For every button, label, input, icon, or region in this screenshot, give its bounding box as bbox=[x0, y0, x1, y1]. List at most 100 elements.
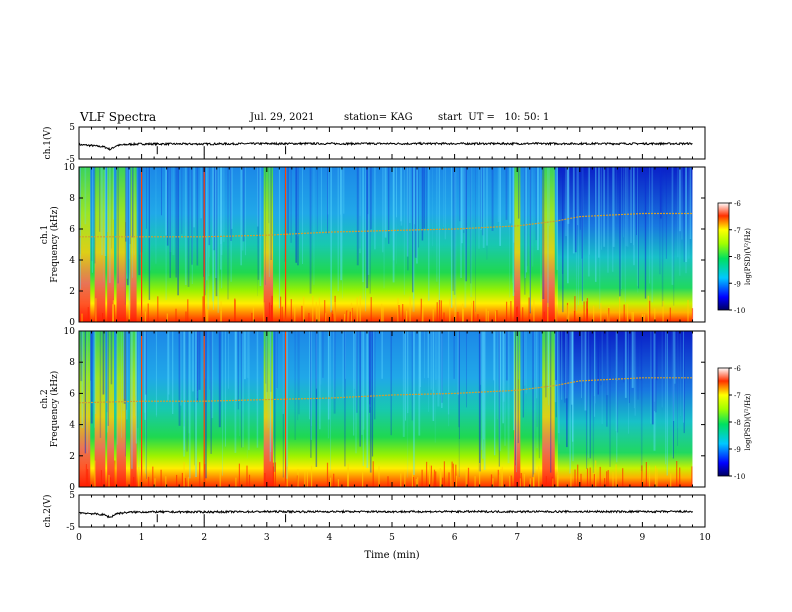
low-freq-noise bbox=[297, 469, 299, 487]
low-freq-noise bbox=[593, 305, 595, 322]
low-freq-noise bbox=[306, 470, 308, 487]
spectral-streak bbox=[365, 167, 367, 312]
spectral-streak bbox=[165, 167, 168, 236]
spectral-streak bbox=[565, 331, 568, 399]
spectral-streak bbox=[624, 331, 627, 398]
y-tick-label: 0 bbox=[69, 318, 75, 328]
y-tick-label: 10 bbox=[64, 327, 76, 337]
low-freq-noise bbox=[334, 302, 336, 322]
spectral-streak bbox=[129, 167, 131, 244]
x-tick-label: 6 bbox=[452, 533, 458, 543]
spectral-streak bbox=[572, 167, 575, 254]
sferic-burst bbox=[542, 167, 555, 322]
spectral-streak bbox=[677, 331, 678, 446]
spectral-streak bbox=[193, 167, 195, 228]
low-freq-noise bbox=[246, 465, 248, 487]
spectral-streak bbox=[644, 167, 647, 299]
spectral-streak bbox=[225, 331, 226, 447]
low-freq-noise bbox=[147, 303, 149, 322]
spectral-streak bbox=[569, 331, 571, 474]
spectral-streak bbox=[196, 331, 199, 403]
low-freq-noise bbox=[533, 299, 535, 322]
spectral-streak bbox=[242, 167, 245, 242]
sferic-burst bbox=[263, 331, 274, 487]
spectral-streak bbox=[370, 167, 373, 230]
spectral-streak bbox=[457, 331, 459, 396]
spectral-streak bbox=[616, 331, 618, 381]
spectral-streak bbox=[123, 331, 126, 404]
spectral-streak bbox=[482, 331, 484, 459]
spectral-streak bbox=[444, 167, 446, 240]
spectral-streak bbox=[640, 331, 643, 471]
spectral-streak bbox=[581, 167, 583, 259]
spectral-streak bbox=[597, 331, 599, 395]
sferic-burst bbox=[116, 167, 126, 322]
low-freq-noise bbox=[176, 474, 178, 487]
spectral-streak bbox=[106, 331, 108, 413]
spectral-streak bbox=[264, 167, 266, 285]
low-freq-noise bbox=[509, 475, 511, 487]
spectral-streak bbox=[87, 331, 88, 454]
low-freq-noise bbox=[199, 462, 201, 487]
spectral-streak bbox=[393, 167, 395, 261]
spectral-streak bbox=[659, 167, 661, 275]
low-freq-noise bbox=[404, 470, 406, 487]
low-freq-noise bbox=[670, 473, 672, 487]
low-freq-noise bbox=[432, 309, 434, 322]
spectral-streak bbox=[144, 331, 147, 395]
y-tick-label: 5 bbox=[69, 491, 75, 501]
spectral-streak bbox=[316, 167, 318, 232]
spectral-streak bbox=[461, 167, 463, 244]
spectral-streak bbox=[624, 167, 626, 303]
spectral-streak bbox=[651, 167, 654, 303]
colorbar bbox=[717, 202, 730, 311]
colorbar-tick-label: -10 bbox=[734, 473, 745, 481]
spectral-streak bbox=[661, 167, 664, 307]
low-freq-noise bbox=[81, 313, 83, 322]
x-tick-label: 10 bbox=[699, 533, 711, 543]
spectral-streak bbox=[207, 167, 210, 310]
low-freq-noise bbox=[102, 313, 104, 322]
sferic-burst bbox=[79, 331, 91, 487]
spectral-streak bbox=[276, 331, 278, 389]
spectral-streak bbox=[628, 331, 630, 403]
low-freq-noise bbox=[474, 476, 476, 487]
spectral-streak bbox=[587, 167, 590, 277]
spectral-streak bbox=[145, 331, 146, 474]
spectral-streak bbox=[565, 331, 566, 399]
spectral-streak bbox=[310, 331, 312, 440]
spectral-streak bbox=[491, 167, 494, 231]
spectral-streak bbox=[91, 167, 93, 261]
spectral-streak bbox=[555, 331, 557, 381]
low-freq-noise bbox=[669, 307, 671, 322]
spectral-streak bbox=[106, 331, 108, 433]
spectral-streak bbox=[172, 331, 174, 414]
low-freq-noise bbox=[647, 295, 649, 322]
low-freq-noise bbox=[555, 296, 557, 322]
spectral-streak bbox=[333, 331, 336, 414]
spectral-streak bbox=[407, 331, 409, 414]
spectral-streak bbox=[217, 167, 219, 313]
spectral-streak bbox=[567, 167, 570, 224]
spectrogram-background-late bbox=[557, 167, 693, 322]
spectral-streak bbox=[683, 331, 684, 423]
spectral-streak bbox=[116, 331, 118, 445]
spectral-streak bbox=[319, 331, 321, 430]
spectral-streak bbox=[627, 167, 629, 247]
spectral-streak bbox=[270, 331, 272, 452]
sferic-burst bbox=[94, 167, 106, 322]
low-freq-noise bbox=[492, 478, 494, 487]
low-freq-noise bbox=[691, 308, 694, 322]
spectral-streak bbox=[211, 331, 214, 419]
low-freq-noise bbox=[402, 304, 404, 322]
spectral-streak bbox=[581, 331, 582, 399]
spectral-streak bbox=[466, 331, 467, 408]
spectral-streak bbox=[593, 331, 595, 397]
low-freq-noise bbox=[490, 474, 493, 487]
colorbar-label: log(PSD)(V²/Hz) bbox=[744, 393, 752, 450]
y-axis-label: Frequency (kHz) bbox=[49, 206, 60, 283]
spectral-streak bbox=[412, 167, 415, 312]
low-freq-noise bbox=[381, 303, 383, 322]
spectral-streak bbox=[342, 167, 343, 299]
spectral-streak bbox=[369, 331, 371, 405]
